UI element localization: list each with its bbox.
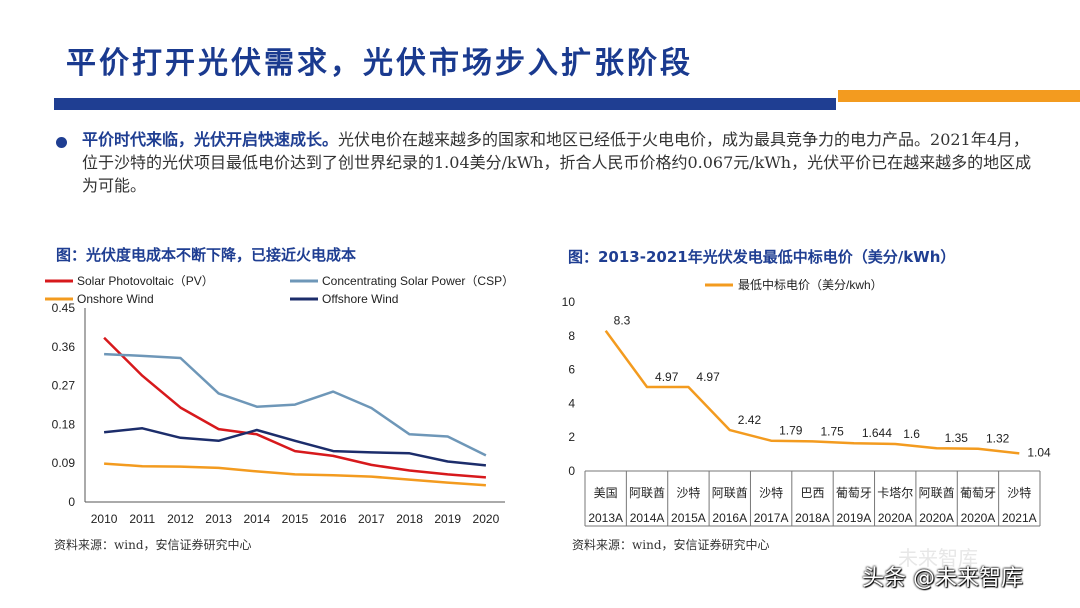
x-tick-label: 2011 <box>129 512 155 526</box>
x-category-country: 巴西 <box>800 486 824 500</box>
y-tick-label: 0.09 <box>52 456 76 470</box>
x-tick-label: 2020 <box>473 512 500 526</box>
summary-paragraph: 平价时代来临，光伏开启快速成长。光伏电价在越来越多的国家和地区已经低于火电电价，… <box>82 128 1032 197</box>
x-category-year: 2014A <box>630 511 665 525</box>
data-label: 1.79 <box>779 424 803 438</box>
x-tick-label: 2017 <box>358 512 385 526</box>
y-tick-label: 0 <box>568 464 575 478</box>
left-figure-caption: 图：光伏度电成本不断下降，已接近火电成本 <box>56 246 357 264</box>
watermark: 头条 @未来智库 <box>862 566 1023 591</box>
x-category-year: 2017A <box>754 511 789 525</box>
x-category-year: 2020A <box>919 511 954 525</box>
x-category-country: 阿联酋 <box>629 485 665 500</box>
right-source-note: 资料来源：wind，安信证券研究中心 <box>572 538 770 552</box>
legend-label-onshore-wind: Onshore Wind <box>77 292 154 306</box>
y-tick-label: 0 <box>68 495 75 509</box>
summary-lead: 平价时代来临，光伏开启快速成长。 <box>82 130 339 149</box>
x-category-country: 阿联酋 <box>919 485 955 500</box>
data-label: 1.04 <box>1027 445 1051 459</box>
data-label: 1.35 <box>945 431 969 445</box>
y-tick-label: 8 <box>568 329 575 343</box>
x-tick-label: 2018 <box>396 512 423 526</box>
watermark-faint: 未来智库 <box>898 546 978 570</box>
x-tick-label: 2013 <box>205 512 232 526</box>
title-underline-orange <box>838 90 1080 102</box>
data-label: 1.75 <box>821 424 845 438</box>
x-category-country: 卡塔尔 <box>877 485 913 500</box>
data-label: 8.3 <box>614 314 631 328</box>
data-label: 1.6 <box>903 427 920 441</box>
data-label: 1.644 <box>862 426 892 440</box>
left-source-note: 资料来源：wind，安信证券研究中心 <box>54 538 252 552</box>
data-label: 4.97 <box>655 370 679 384</box>
data-label: 4.97 <box>696 370 720 384</box>
x-tick-label: 2012 <box>167 512 194 526</box>
x-category-year: 2020A <box>961 511 996 525</box>
series-line-offshore-wind <box>103 427 487 467</box>
x-category-country: 沙特 <box>1007 485 1031 500</box>
x-tick-label: 2015 <box>282 512 309 526</box>
right-figure-caption: 图：2013-2021年光伏发电最低中标电价（美分/kWh） <box>568 248 956 266</box>
x-category-country: 阿联酋 <box>712 485 748 500</box>
x-category-country: 葡萄牙 <box>960 486 996 500</box>
x-category-year: 2013A <box>588 511 623 525</box>
x-tick-label: 2016 <box>320 512 347 526</box>
lcoe-line-chart: 0 0.09 0.18 0.27 0.36 0.45 2010 2011 2012 2013 201… <box>45 274 514 526</box>
y-tick-label: 0.36 <box>52 340 76 354</box>
x-category-year: 2020A <box>878 511 913 525</box>
x-category-year: 2016A <box>712 511 747 525</box>
y-tick-label: 0.18 <box>52 417 76 431</box>
x-category-year: 2021A <box>1002 511 1037 525</box>
x-tick-label: 2014 <box>243 512 270 526</box>
x-tick-label: 2019 <box>434 512 461 526</box>
x-category-year: 2018A <box>795 511 830 525</box>
x-category-country: 沙特 <box>759 485 783 500</box>
legend-label-solar-photovoltaic-pv: Solar Photovoltaic（PV） <box>77 274 214 288</box>
legend-label: 最低中标电价（美分/kwh） <box>738 277 883 292</box>
y-tick-label: 2 <box>568 430 575 444</box>
y-tick-label: 6 <box>568 363 575 377</box>
x-category-year: 2015A <box>671 511 706 525</box>
y-tick-label: 10 <box>562 295 576 309</box>
page-title: 平价打开光伏需求，光伏市场步入扩张阶段 <box>66 46 693 81</box>
x-tick-label: 2010 <box>91 512 118 526</box>
data-label: 1.32 <box>986 432 1010 446</box>
x-category-country: 美国 <box>594 486 618 500</box>
y-tick-label: 0.27 <box>52 379 76 393</box>
y-tick-label: 0.45 <box>52 301 76 315</box>
bullet-dot <box>56 137 67 148</box>
summary-body: 光伏电价在越来越多的国家和地区已经低于火电电价，成为最具竞争力的电力产品。202… <box>82 130 1032 195</box>
x-category-year: 2019A <box>837 511 872 525</box>
x-category-country: 葡萄牙 <box>836 486 872 500</box>
legend-label-concentrating-solar-power-csp: Concentrating Solar Power（CSP） <box>322 274 514 288</box>
data-label: 2.42 <box>738 413 762 427</box>
x-category-country: 沙特 <box>676 485 700 500</box>
title-underline-blue <box>54 98 836 110</box>
legend-label-offshore-wind: Offshore Wind <box>322 292 398 306</box>
y-tick-label: 4 <box>568 396 575 410</box>
